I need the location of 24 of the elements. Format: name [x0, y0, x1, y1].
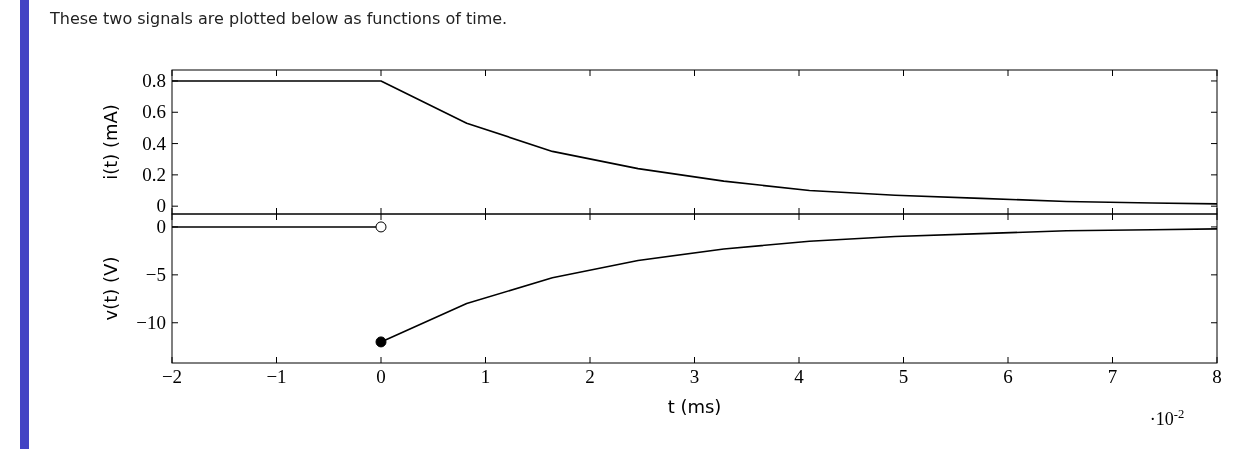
x-tick-label: −2	[161, 366, 183, 387]
x-tick-label: 1	[480, 366, 491, 387]
y-tick-label: −5	[145, 263, 166, 285]
chart-title: These two signals are plotted below as functions of time.	[49, 9, 508, 28]
x-tick-label: 6	[1003, 366, 1013, 387]
x-tick-label: 2	[585, 366, 595, 387]
y-tick-label: 0.6	[142, 101, 166, 123]
x-tick-label: −1	[266, 366, 287, 387]
y-tick-label: 0	[156, 215, 166, 237]
y-tick-label: 0.2	[142, 163, 166, 185]
y-tick-label: 0.4	[142, 132, 167, 154]
y-tick-label: 0	[156, 195, 166, 217]
text: ·10$^{-2}$	[1149, 407, 1185, 429]
x-tick-label: 4	[794, 366, 805, 387]
x-tick-label: 0	[376, 366, 386, 387]
y-axis-title: v(t) (V)	[100, 256, 121, 321]
y-tick-label: 0.8	[142, 69, 166, 91]
x-axis-title: t (ms)	[667, 396, 722, 417]
x-tick-label: 7	[1107, 366, 1118, 387]
y-tick-label: −10	[136, 311, 166, 333]
x-tick-label: 3	[689, 366, 700, 387]
x-tick-label: 5	[898, 366, 909, 387]
x-tick-label: 8	[1212, 366, 1222, 387]
y-axis-title: i(t) (mA)	[100, 104, 121, 180]
